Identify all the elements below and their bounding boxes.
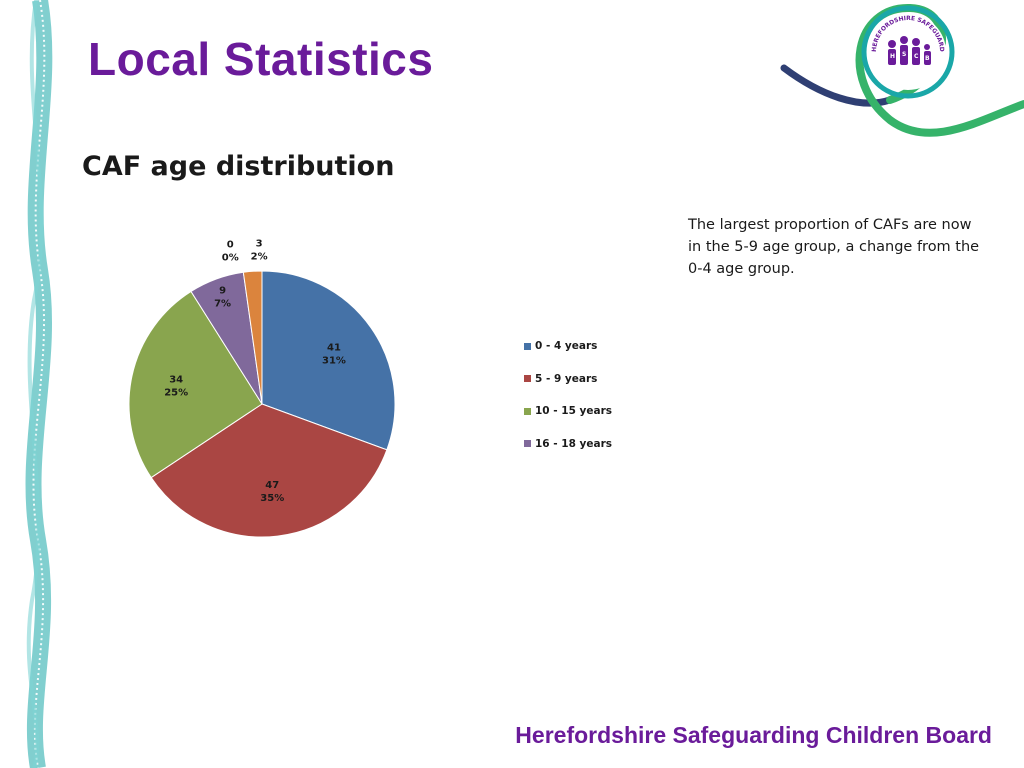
legend-swatch bbox=[524, 440, 531, 447]
legend-swatch bbox=[524, 375, 531, 382]
logo-initial-s: S bbox=[902, 51, 906, 58]
legend-item: 0 - 4 years bbox=[524, 338, 612, 354]
pie-value-label: 3 bbox=[256, 238, 263, 249]
pie-value-label: 34 bbox=[169, 375, 183, 386]
hscb-logo: HEREFORDSHIRE SAFEGUARDING CHILDREN BOAR… bbox=[780, 0, 1024, 137]
legend-label: 10 - 15 years bbox=[535, 405, 613, 417]
pie-slice bbox=[150, 403, 388, 538]
pie-value-label: 47 bbox=[265, 480, 279, 491]
pie-percent-label: 31% bbox=[322, 356, 346, 367]
legend-swatch bbox=[524, 342, 531, 350]
pie-percent-label: 25% bbox=[164, 388, 188, 399]
pie-percent-label: 7% bbox=[214, 299, 231, 310]
legend-item: 16 - 18 years bbox=[524, 436, 612, 452]
left-ribbon-decoration bbox=[25, 0, 53, 768]
legend-item: 10 - 15 years bbox=[524, 403, 612, 419]
pie-percent-label: 2% bbox=[251, 251, 268, 262]
pie-percent-label: 0% bbox=[222, 253, 239, 264]
chart-annotation: The largest proportion of CAFs are now i… bbox=[688, 217, 980, 277]
pie-slice bbox=[128, 290, 263, 479]
pie-slice bbox=[242, 270, 263, 405]
legend-item: 5 - 9 years bbox=[524, 371, 612, 387]
slide-title: Local Statistics bbox=[88, 33, 434, 85]
legend-label: 5 - 9 years bbox=[535, 372, 598, 385]
legend-label: 16 - 18 years bbox=[535, 437, 613, 450]
pie-value-label: 0 bbox=[227, 240, 234, 251]
legend-label: 0 - 4 years bbox=[535, 340, 598, 352]
chart-title: CAF age distribution bbox=[82, 151, 395, 182]
pie-chart: 41 31% 47 35% 34 25% 9 7% 0 0% 3 2% bbox=[128, 238, 396, 538]
logo-initial-c: C bbox=[914, 53, 919, 60]
footer-org-name: Herefordshire Safeguarding Children Boar… bbox=[515, 722, 992, 748]
pie-value-label: 41 bbox=[327, 343, 341, 354]
legend-swatch bbox=[524, 407, 531, 415]
pie-value-label: 9 bbox=[219, 286, 226, 297]
logo-initial-h: H bbox=[890, 53, 895, 60]
pie-slice bbox=[261, 270, 396, 451]
pie-percent-label: 35% bbox=[260, 493, 284, 504]
chart-legend: 0 - 4 years 5 - 9 years 10 - 15 years 16 - … bbox=[524, 338, 612, 468]
logo-initial-b: B bbox=[925, 55, 930, 62]
